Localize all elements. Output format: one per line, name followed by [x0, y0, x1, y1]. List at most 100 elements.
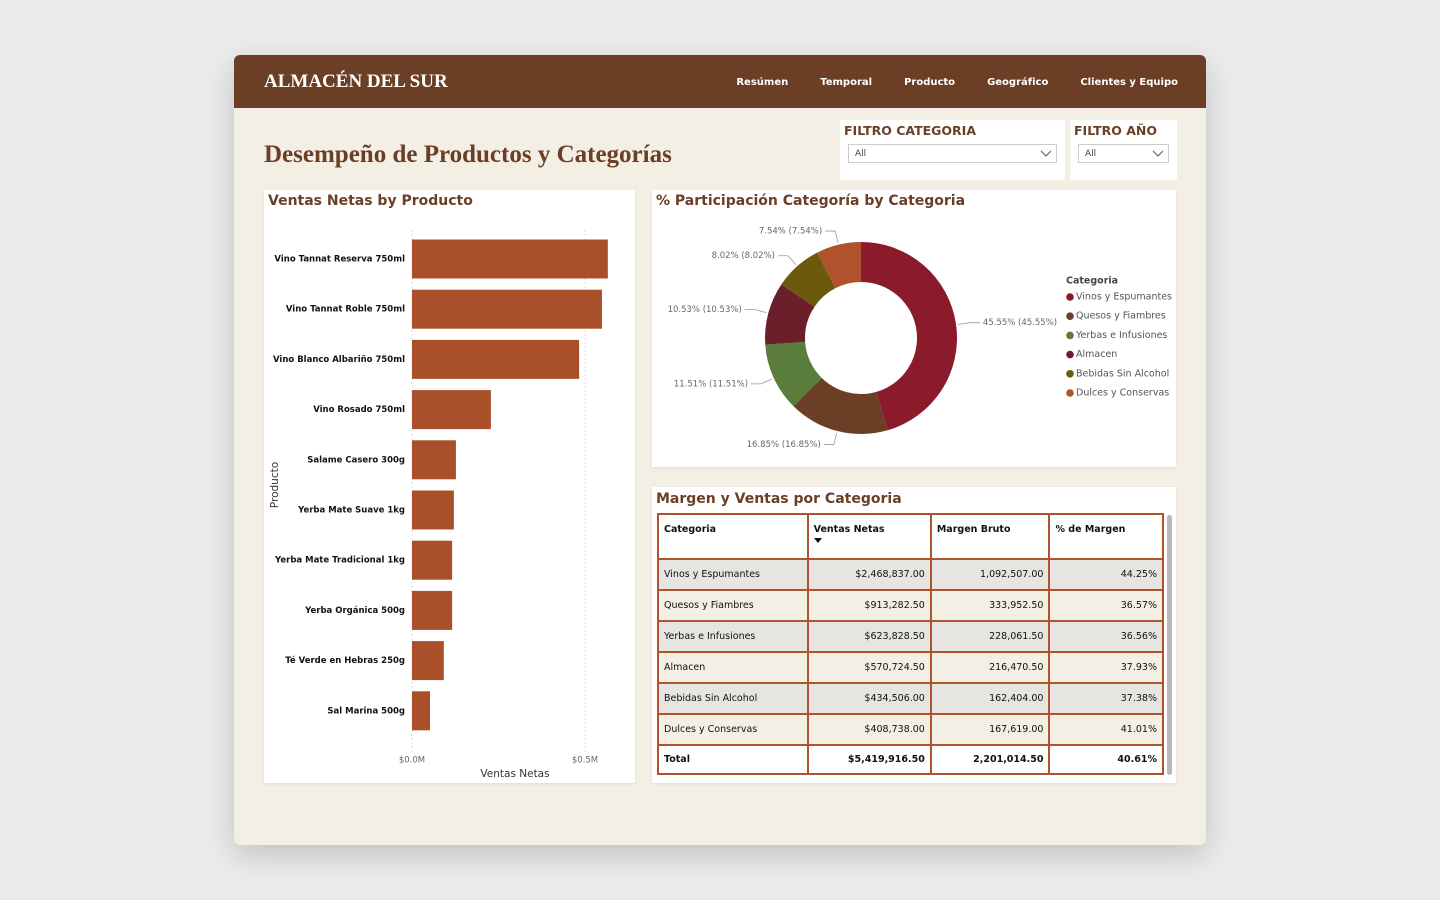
table-cell: Quesos y Fiambres	[657, 589, 809, 622]
legend-title: Categoria	[1066, 276, 1118, 287]
bar	[412, 440, 456, 480]
y-tick-label: Té Verde en Hebras 250g	[285, 655, 405, 666]
table-panel: Margen y Ventas por Categoria Categoria V…	[652, 487, 1176, 783]
leader-line	[751, 378, 773, 385]
header-row: Categoria Ventas Netas Margen Bruto % de Ma…	[657, 513, 1164, 560]
table-cell: 41.01%	[1048, 713, 1164, 746]
table-cell: $570,724.50	[806, 651, 932, 684]
table-cell: Yerbas e Infusiones	[657, 620, 809, 653]
scrollbar[interactable]	[1167, 515, 1172, 775]
column-header-text: % de Margen	[1055, 524, 1126, 535]
total-cell: 2,201,014.50	[929, 744, 1051, 775]
y-axis-title: Producto	[269, 462, 281, 508]
leader-line	[825, 230, 839, 243]
bar	[412, 490, 454, 530]
legend-label[interactable]: Almacen	[1076, 349, 1117, 360]
y-tick-label: Yerba Mate Suave 1kg	[297, 506, 405, 516]
bar-chart: Ventas Netas by Producto $0.0M $0.5M Ventas…	[268, 193, 608, 780]
legend-marker	[1066, 370, 1074, 378]
table-cell: 162,404.00	[929, 682, 1051, 715]
chevron	[1152, 150, 1164, 157]
legend-marker	[1066, 312, 1074, 320]
table: Categoria Ventas Netas Margen Bruto % de Ma…	[657, 513, 1164, 775]
table-row: Bebidas Sin Alcohol $434,506.00 162,404.00…	[657, 682, 1164, 715]
y-tick-label: Vino Rosado 750ml	[313, 405, 405, 415]
chart-title: Ventas Netas by Producto	[268, 193, 473, 209]
sort-indicator	[813, 535, 925, 546]
column-header[interactable]: % de Margen	[1048, 513, 1164, 560]
bar	[412, 540, 453, 580]
table-cell: $434,506.00	[806, 682, 932, 715]
data-label: 7.54% (7.54%)	[759, 227, 822, 237]
page-title: Desempeño de Productos y Categorías	[264, 141, 672, 168]
y-tick-label: Salame Casero 300g	[307, 455, 405, 465]
table-row: Yerbas e Infusiones $623,828.50 228,061.50…	[657, 620, 1164, 653]
pie-slice	[765, 341, 822, 407]
table-cell: 36.57%	[1048, 589, 1164, 622]
table-cell: 333,952.50	[929, 589, 1051, 622]
table-cell: 37.93%	[1048, 651, 1164, 684]
total-row: Total $5,419,916.50 2,201,014.50 40.61%	[657, 744, 1164, 775]
chart-title: % Participación Categoría by Categoria	[656, 193, 965, 209]
table-cell: 36.56%	[1048, 620, 1164, 653]
nav-item[interactable]: Clientes y Equipo	[1080, 77, 1178, 88]
y-tick-label: Sal Marina 500g	[327, 706, 405, 716]
leader-line	[957, 322, 980, 325]
nav-item[interactable]: Temporal	[820, 77, 873, 88]
table-row: Quesos y Fiambres $913,282.50 333,952.50 36…	[657, 589, 1164, 622]
legend-marker	[1066, 293, 1074, 301]
dropdown-value: All	[1085, 149, 1097, 159]
table-cell: 1,092,507.00	[929, 558, 1051, 591]
column-header[interactable]: Categoria	[657, 513, 809, 560]
bar-panel: Ventas Netas by Producto $0.0M $0.5M Ventas…	[264, 190, 635, 783]
legend-marker	[1066, 389, 1074, 397]
nav: Resúmen Temporal Producto Geográfico Cliente…	[736, 77, 1178, 88]
legend-label[interactable]: Yerbas e Infusiones	[1075, 330, 1167, 341]
table-cell: Dulces y Conservas	[657, 713, 809, 746]
x-tick-label: $0.0M	[399, 756, 425, 766]
table-cell: 167,619.00	[929, 713, 1051, 746]
column-header[interactable]: Ventas Netas	[806, 513, 932, 560]
table-cell: 37.38%	[1048, 682, 1164, 715]
legend-label[interactable]: Vinos y Espumantes	[1076, 292, 1172, 303]
pie-slice	[793, 377, 888, 434]
y-tick-label: Vino Blanco Albariño 750ml	[273, 355, 405, 365]
column-header-text: Margen Bruto	[936, 524, 1011, 535]
table-row: Vinos y Espumantes $2,468,837.00 1,092,507…	[657, 558, 1164, 591]
total-cell: Total	[657, 744, 809, 775]
table-cell: $913,282.50	[806, 589, 932, 622]
table-cell: $623,828.50	[806, 620, 932, 653]
table-cell: 228,061.50	[929, 620, 1051, 653]
dropdown[interactable]: All	[1078, 144, 1169, 163]
nav-item[interactable]: Producto	[904, 77, 956, 88]
dropdown-value: All	[855, 149, 867, 159]
pie-slice	[765, 284, 815, 345]
bar	[412, 390, 491, 430]
filter-label: FILTRO AÑO	[1074, 123, 1157, 138]
legend-label[interactable]: Dulces y Conservas	[1076, 388, 1169, 399]
filter[interactable]: FILTRO AÑO All	[1070, 120, 1177, 180]
nav-item[interactable]: Resúmen	[736, 77, 789, 88]
y-tick-label: Yerba Orgánica 500g	[304, 606, 405, 616]
table-title: Margen y Ventas por Categoria	[656, 491, 902, 507]
nav-item[interactable]: Geográfico	[987, 77, 1049, 88]
legend-label[interactable]: Bebidas Sin Alcohol	[1076, 368, 1169, 379]
pie-chart: % Participación Categoría by Categoria 45…	[656, 193, 1172, 450]
table-cell: 216,470.50	[929, 651, 1051, 684]
column-header[interactable]: Margen Bruto	[929, 513, 1051, 560]
table-cell: 44.25%	[1048, 558, 1164, 591]
dropdown[interactable]: All	[848, 144, 1057, 163]
x-axis-title: Ventas Netas	[480, 768, 549, 780]
bar	[412, 641, 444, 681]
data-label: 45.55% (45.55%)	[983, 318, 1057, 328]
y-tick-label: Vino Tannat Roble 750ml	[286, 305, 405, 315]
brand: ALMACÉN DEL SUR	[264, 71, 448, 92]
data-label: 11.51% (11.51%)	[674, 379, 748, 389]
table-cell: Almacen	[657, 651, 809, 684]
legend-marker	[1066, 350, 1074, 359]
filter[interactable]: FILTRO CATEGORIA All	[840, 120, 1065, 180]
data-label: 8.02% (8.02%)	[712, 251, 775, 261]
legend-label[interactable]: Quesos y Fiambres	[1076, 311, 1166, 322]
pie-slice	[817, 242, 861, 289]
